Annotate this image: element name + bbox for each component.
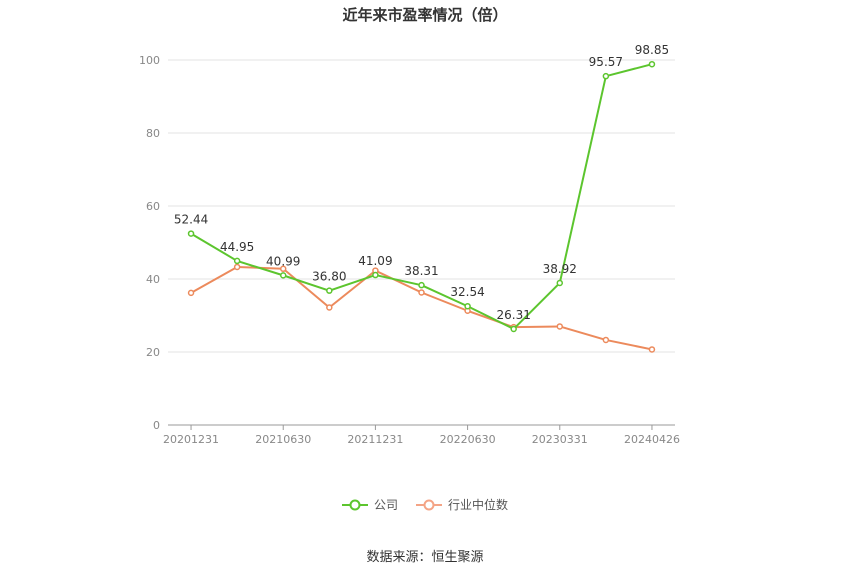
data-label-8: 38.92 — [543, 262, 577, 276]
data-label-3: 36.80 — [312, 270, 346, 284]
legend: 公司 行业中位数 — [0, 496, 850, 513]
legend-company-marker — [341, 499, 368, 510]
point-0-1 — [233, 257, 241, 265]
data-label-7: 26.31 — [497, 308, 531, 322]
point-0-5 — [418, 281, 425, 289]
data-label-9: 95.57 — [589, 55, 623, 69]
legend-label-industry-median: 行业中位数 — [448, 498, 509, 512]
point-1-9 — [602, 336, 610, 344]
data-label-0: 52.44 — [174, 213, 208, 227]
point-0-9 — [602, 72, 610, 80]
point-1-2 — [279, 265, 287, 273]
x-tick-label-20210630: 20210630 — [255, 433, 311, 446]
x-axis: 20201231 20210630 20211231 20220630 20230331… — [163, 424, 680, 446]
data-label-10: 98.85 — [635, 43, 669, 57]
x-tick-label-20211231: 20211231 — [347, 433, 403, 446]
point-0-4 — [372, 271, 379, 279]
legend-item-company[interactable]: 公司 — [341, 496, 398, 513]
data-label-1: 44.95 — [220, 240, 254, 254]
y-tick-label-20: 20 — [146, 346, 160, 359]
point-0-10 — [648, 60, 656, 68]
grid-lines — [168, 59, 675, 353]
point-1-0 — [187, 289, 195, 297]
data-labels: 52.44 44.95 40.99 36.80 41.09 38.31 32.54 26.31… — [174, 43, 669, 322]
y-tick-label-40: 40 — [146, 273, 160, 286]
data-label-5: 38.31 — [404, 264, 438, 278]
legend-label-company: 公司 — [373, 498, 398, 512]
point-0-0 — [187, 230, 195, 237]
y-axis-ticks: 0 20 40 60 80 100 — [139, 54, 160, 432]
x-tick-label-20240426: 20240426 — [624, 433, 680, 446]
point-0-8 — [556, 279, 564, 287]
x-tick-label-20201231: 20201231 — [163, 433, 219, 446]
point-0-6 — [464, 302, 471, 310]
y-tick-label-100: 100 — [139, 54, 160, 67]
data-source: 数据来源：恒生聚源 — [366, 550, 484, 565]
point-0-2 — [279, 272, 287, 279]
x-tick-label-20220630: 20220630 — [440, 433, 496, 446]
legend-industry-marker — [416, 499, 442, 510]
point-0-3 — [326, 287, 333, 294]
series-line-0 — [190, 63, 653, 330]
y-tick-label-60: 60 — [146, 200, 160, 213]
point-0-7 — [510, 325, 517, 333]
data-label-6: 32.54 — [450, 285, 484, 299]
point-1-1 — [233, 263, 241, 271]
point-1-10 — [648, 346, 656, 353]
legend-item-industry-median[interactable]: 行业中位数 — [416, 496, 508, 513]
point-1-8 — [556, 323, 564, 330]
point-1-5 — [418, 289, 425, 296]
chart-title: 近年来市盈率情况（倍） — [342, 6, 508, 24]
y-tick-label-0: 0 — [153, 419, 160, 432]
data-label-2: 40.99 — [266, 254, 300, 268]
point-1-3 — [326, 304, 333, 311]
x-tick-label-20230331: 20230331 — [532, 433, 588, 446]
y-tick-label-80: 80 — [146, 127, 160, 140]
series-lines — [187, 60, 656, 353]
data-label-4: 41.09 — [358, 254, 392, 268]
